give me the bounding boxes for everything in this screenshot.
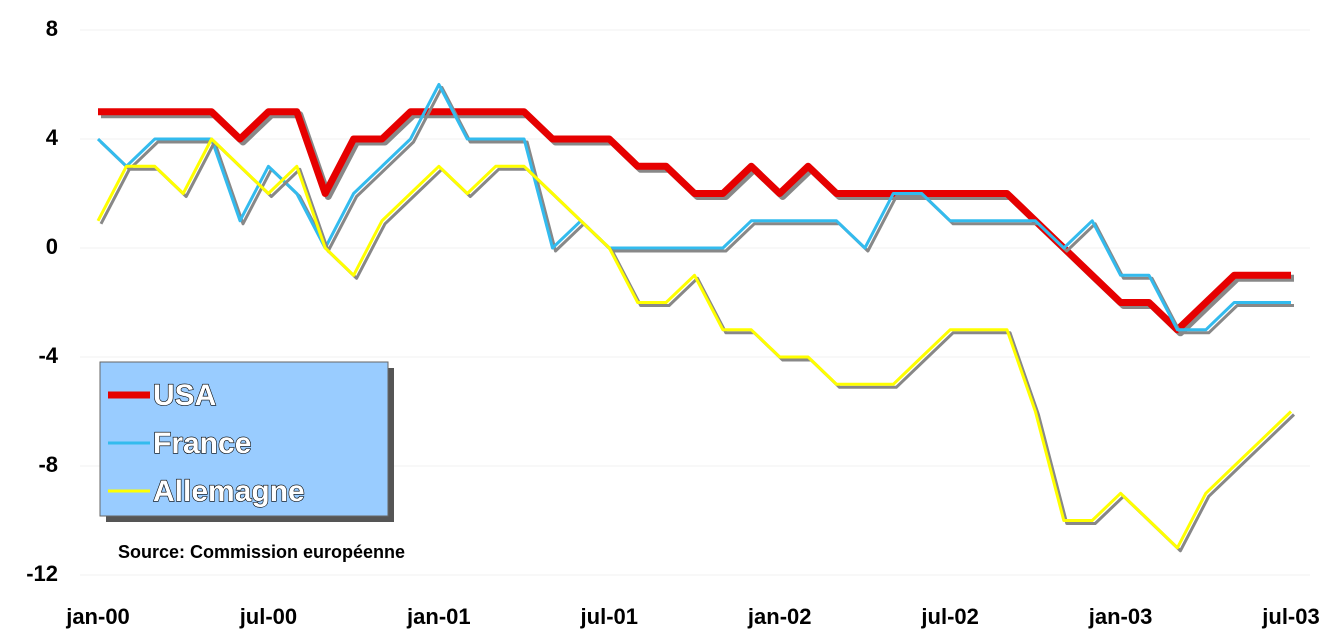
x-tick-label: jul-03 (1261, 604, 1319, 629)
line (96, 83, 1291, 332)
annotation: Source: Commission européenne (118, 542, 405, 562)
line (98, 108, 1291, 334)
x-tick-label: jan-01 (406, 604, 471, 629)
x-tick-label: jan-00 (65, 604, 130, 629)
y-tick-label: 4 (46, 125, 59, 150)
legend-label: France (153, 427, 251, 460)
legend-label: USA (153, 379, 216, 412)
x-tick-label: jan-03 (1088, 604, 1153, 629)
y-tick-label: 0 (46, 234, 58, 259)
x-tick-label: jul-01 (580, 604, 638, 629)
line (96, 137, 1293, 550)
y-tick-label: 8 (46, 16, 58, 41)
legend: USA France Allemagne (99, 361, 394, 522)
x-tick-label: jul-02 (920, 604, 978, 629)
y-tick-label: -12 (26, 561, 58, 586)
y-tick-label: -8 (38, 452, 58, 477)
x-tick-label: jul-00 (239, 604, 297, 629)
legend-label: Allemagne (153, 475, 305, 508)
y-tick-label: -4 (38, 343, 58, 368)
x-tick-label: jan-02 (747, 604, 812, 629)
